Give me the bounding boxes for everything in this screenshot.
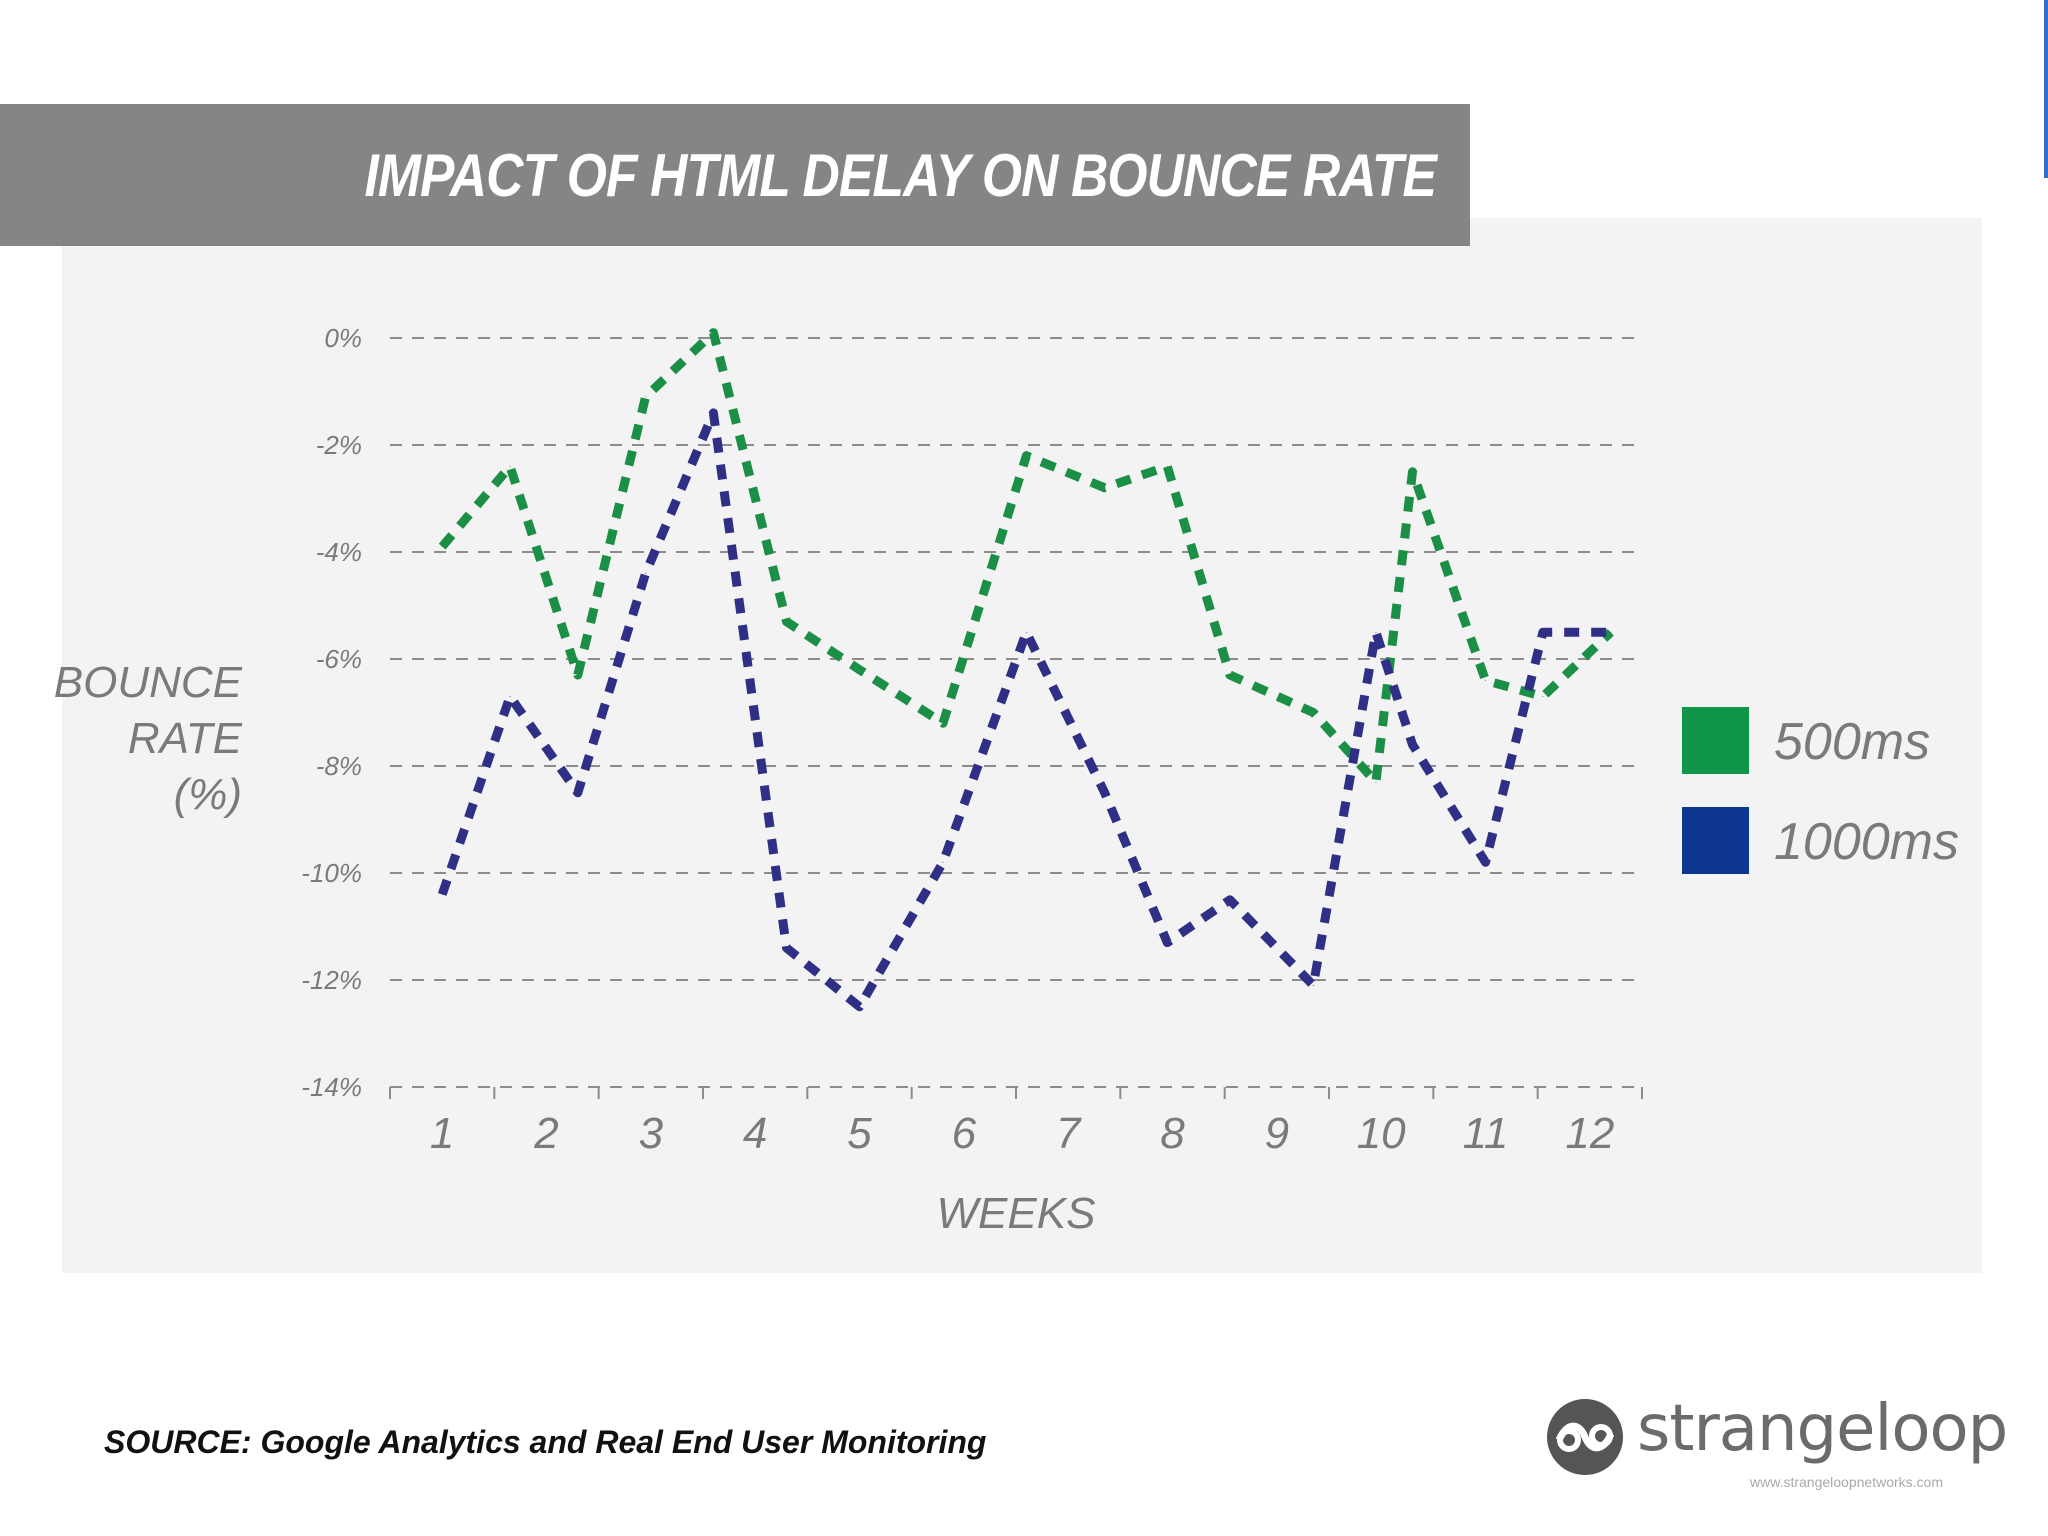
legend: 500ms 1000ms [1682, 707, 1959, 874]
x-tick-label: 7 [1056, 1109, 1082, 1158]
y-tick-label: -6% [316, 644, 362, 674]
data-point-500ms [1229, 674, 1231, 676]
data-point-500ms [1312, 712, 1314, 713]
data-point-1000ms [509, 695, 511, 697]
series-line-500ms [438, 328, 1614, 787]
x-tick-label: 10 [1357, 1109, 1406, 1158]
data-point-1000ms [1312, 984, 1314, 986]
x-tick-label: 11 [1463, 1109, 1509, 1158]
data-point-1000ms [859, 1006, 860, 1008]
legend-swatch [1682, 807, 1749, 874]
logo-url: www.strangeloopnetworks.com [1750, 1474, 1943, 1490]
data-point-500ms [1166, 465, 1168, 467]
y-axis-title-line: (%) [174, 770, 242, 819]
data-point-1000ms [1411, 744, 1413, 746]
logo-wordmark: strangeloop [1637, 1392, 2008, 1466]
chart-title: IMPACT OF HTML DELAY ON BOUNCE RATE [364, 141, 1437, 209]
x-tick-label: 1 [430, 1109, 454, 1158]
data-point-500ms [1375, 781, 1377, 783]
bounce-rate-chart: 0%-2%-4%-6%-8%-10%-12%-14%1 2 3 4 5 6 7 8 9 10 11 1… [54, 323, 1959, 1238]
data-point-500ms [1025, 455, 1027, 457]
data-point-500ms [645, 396, 647, 398]
data-point-500ms [785, 621, 787, 623]
y-tick-label: -4% [316, 537, 362, 567]
data-point-500ms [509, 465, 511, 467]
y-tick-label: -14% [301, 1072, 362, 1102]
y-tick-label: 0% [324, 323, 362, 353]
x-tick-label: 2 [533, 1109, 558, 1158]
data-point-500ms [1542, 695, 1544, 697]
y-tick-label: -2% [316, 430, 362, 460]
y-tick-label: -12% [301, 965, 362, 995]
data-point-1000ms [942, 861, 944, 863]
series-lines [437, 328, 1614, 1012]
x-tick-label: 9 [1265, 1109, 1289, 1158]
strangeloop-logo-icon [1547, 1399, 1623, 1475]
data-point-1000ms [577, 792, 579, 794]
data-point-500ms [859, 669, 860, 671]
x-tick-label: 5 [847, 1109, 872, 1158]
grid-lines [390, 337, 1642, 981]
data-point-1000ms [1025, 631, 1027, 633]
data-point-500ms [1104, 487, 1106, 489]
data-point-500ms [1485, 679, 1486, 681]
data-point-1000ms [1104, 792, 1106, 794]
data-point-500ms [942, 722, 944, 724]
x-axis-title: WEEKS [937, 1189, 1096, 1238]
y-tick-label: -10% [301, 858, 362, 888]
data-point-500ms [712, 332, 714, 334]
data-point-1000ms [1542, 631, 1544, 633]
strangeloop-logo[interactable]: strangeloop www.strangeloopnetworks.com [1545, 1392, 2008, 1492]
data-point-1000ms [1229, 899, 1231, 901]
title-banner: IMPACT OF HTML DELAY ON BOUNCE RATE [0, 104, 1470, 246]
data-point-500ms [441, 546, 443, 548]
data-point-1000ms [441, 893, 443, 895]
series-line-1000ms [437, 408, 1611, 1012]
data-point-1000ms [785, 947, 787, 949]
data-point-1000ms [1610, 631, 1612, 633]
x-tick-label: 6 [952, 1109, 977, 1158]
y-tick-label: -8% [316, 751, 362, 781]
legend-label: 1000ms [1774, 813, 1959, 871]
data-point-500ms [1411, 471, 1413, 473]
source-note: SOURCE: Google Analytics and Real End Us… [104, 1424, 987, 1460]
legend-label: 500ms [1774, 713, 1930, 771]
y-axis-title-line: BOUNCE [54, 658, 243, 707]
x-tick-label: 8 [1160, 1109, 1185, 1158]
data-point-1000ms [1375, 631, 1377, 633]
accent-edge-bar [2044, 0, 2048, 178]
data-point-1000ms [1485, 861, 1486, 863]
data-point-1000ms [1166, 942, 1168, 944]
axis-labels: 0%-2%-4%-6%-8%-10%-12%-14%1 2 3 4 5 6 7 8 9 10 11 1… [54, 323, 1615, 1238]
chart-panel [62, 218, 1982, 1273]
data-point-1000ms [712, 412, 714, 414]
data-point-500ms [577, 674, 579, 676]
x-tick-label: 3 [639, 1109, 664, 1158]
legend-swatch [1682, 707, 1749, 774]
x-tick-label: 4 [743, 1109, 767, 1158]
axes [389, 1086, 1643, 1099]
data-point-1000ms [645, 572, 647, 574]
y-axis-title-line: RATE [128, 714, 243, 763]
x-tick-label: 12 [1565, 1109, 1614, 1158]
